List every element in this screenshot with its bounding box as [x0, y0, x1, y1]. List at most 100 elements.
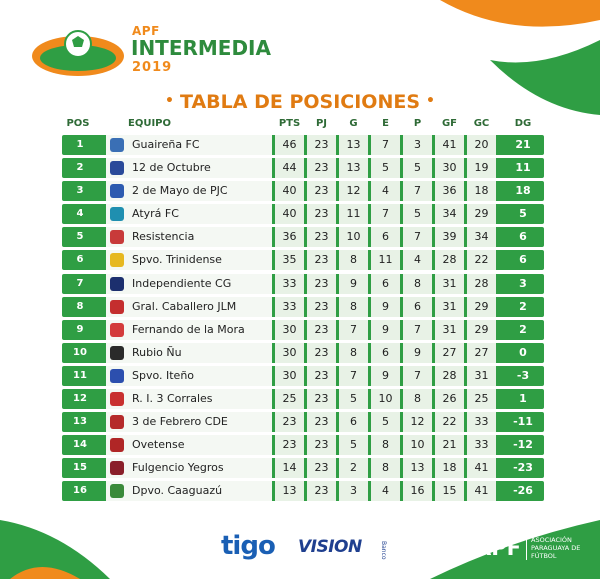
team-crest-icon	[110, 415, 124, 430]
team-cell: Guaireña FC	[106, 135, 272, 155]
dg-cell: 0	[519, 345, 527, 359]
pts-cell: 14	[275, 458, 304, 479]
gf-cell: 30	[435, 158, 464, 179]
logo-tournament-name: INTERMEDIA	[131, 36, 271, 60]
team-crest-icon	[110, 368, 124, 383]
standings-table: 1 Guaireña FC 46 23 13 7 3 41 20 21 2 12 de Octubre…	[62, 135, 544, 505]
team-cell: Spvo. Trinidense	[106, 250, 272, 271]
title-dot-left: •	[165, 93, 174, 109]
gf-cell: 15	[435, 481, 464, 502]
g-cell: 11	[339, 204, 368, 225]
pts-cell: 30	[275, 319, 304, 340]
dg-cell: 2	[519, 299, 527, 313]
apf-footer-logo: APF	[475, 536, 521, 560]
team-name: Resistencia	[132, 230, 195, 244]
table-row: 4 Atyrá FC 40 23 11 7 5 34 29 5	[62, 204, 544, 225]
position-cell: 14	[73, 439, 87, 451]
team-crest-icon	[110, 392, 124, 407]
dg-cell: 2	[519, 322, 527, 336]
dg-cell: 6	[519, 253, 527, 267]
gc-cell: 28	[467, 273, 496, 294]
team-name: Rubio Ñu	[132, 345, 182, 359]
logo-apf-text: APF	[132, 24, 160, 38]
p-cell: 4	[403, 250, 432, 271]
team-cell: 12 de Octubre	[106, 158, 272, 179]
p-cell: 13	[403, 458, 432, 479]
col-dg: DG	[514, 118, 532, 129]
table-row: 1 Guaireña FC 46 23 13 7 3 41 20 21	[62, 135, 544, 155]
dg-cell: 1	[519, 392, 527, 406]
gf-cell: 28	[435, 250, 464, 271]
position-cell: 3	[76, 185, 84, 197]
pts-cell: 13	[275, 481, 304, 502]
e-cell: 9	[371, 296, 400, 317]
team-crest-icon	[110, 138, 124, 152]
pj-cell: 23	[307, 458, 336, 479]
team-name: Ovetense	[132, 438, 185, 452]
team-crest-icon	[110, 345, 124, 360]
pj-cell: 23	[307, 319, 336, 340]
p-cell: 7	[403, 365, 432, 386]
gc-cell: 34	[467, 227, 496, 248]
team-crest-icon	[110, 276, 124, 291]
team-name: Fulgencio Yegros	[132, 461, 224, 475]
apf-footer-name: ASOCIACIÓN PARAGUAYA DE FÚTBOL	[526, 536, 591, 560]
table-row: 16 Dpvo. Caaguazú 13 23 3 4 16 15 41 -26	[62, 481, 544, 502]
e-cell: 4	[371, 181, 400, 202]
table-row: 11 Spvo. Iteño 30 23 7 9 7 28 31 -3	[62, 365, 544, 386]
dg-cell: -26	[513, 484, 533, 498]
p-cell: 6	[403, 296, 432, 317]
g-cell: 9	[339, 273, 368, 294]
table-row: 6 Spvo. Trinidense 35 23 8 11 4 28 22 6	[62, 250, 544, 271]
e-cell: 8	[371, 435, 400, 456]
pj-cell: 23	[307, 273, 336, 294]
p-cell: 7	[403, 181, 432, 202]
tigo-logo: tigo	[221, 531, 276, 561]
team-crest-icon	[110, 461, 124, 476]
gf-cell: 36	[435, 181, 464, 202]
position-cell: 15	[73, 462, 87, 474]
dg-cell: -3	[516, 368, 530, 382]
col-gc: GC	[473, 118, 490, 129]
pj-cell: 23	[307, 181, 336, 202]
e-cell: 9	[371, 365, 400, 386]
pj-cell: 23	[307, 204, 336, 225]
col-pos: POS	[66, 118, 90, 129]
gf-cell: 31	[435, 319, 464, 340]
gc-cell: 29	[467, 319, 496, 340]
team-name: Spvo. Trinidense	[132, 253, 222, 267]
table-row: 12 R. I. 3 Corrales 25 23 5 10 8 26 25 1	[62, 389, 544, 410]
pts-cell: 40	[275, 204, 304, 225]
p-cell: 7	[403, 319, 432, 340]
gc-cell: 31	[467, 365, 496, 386]
team-cell: Atyrá FC	[106, 204, 272, 225]
gf-cell: 26	[435, 389, 464, 410]
pj-cell: 23	[307, 250, 336, 271]
table-row: 13 3 de Febrero CDE 23 23 6 5 12 22 33 -11	[62, 412, 544, 433]
table-header: POS EQUIPO PTS PJ G E P GF GC DG	[56, 118, 554, 134]
position-cell: 7	[76, 277, 84, 289]
col-pts: PTS	[278, 118, 301, 129]
e-cell: 10	[371, 389, 400, 410]
table-row: 2 12 de Octubre 44 23 13 5 5 30 19 11	[62, 158, 544, 179]
gc-cell: 25	[467, 389, 496, 410]
pts-cell: 46	[275, 135, 304, 155]
pj-cell: 23	[307, 227, 336, 248]
col-e: E	[382, 118, 389, 129]
position-cell: 16	[73, 485, 87, 497]
position-cell: 9	[76, 323, 84, 335]
gc-cell: 20	[467, 135, 496, 155]
col-team: EQUIPO	[128, 118, 172, 129]
gc-cell: 41	[467, 458, 496, 479]
g-cell: 13	[339, 158, 368, 179]
position-cell: 13	[73, 416, 87, 428]
table-row: 10 Rubio Ñu 30 23 8 6 9 27 27 0	[62, 342, 544, 363]
gc-cell: 33	[467, 412, 496, 433]
pts-cell: 23	[275, 412, 304, 433]
g-cell: 13	[339, 135, 368, 155]
e-cell: 4	[371, 481, 400, 502]
position-cell: 10	[73, 346, 87, 358]
pts-cell: 44	[275, 158, 304, 179]
team-cell: Ovetense	[106, 435, 272, 456]
position-cell: 5	[76, 231, 84, 243]
